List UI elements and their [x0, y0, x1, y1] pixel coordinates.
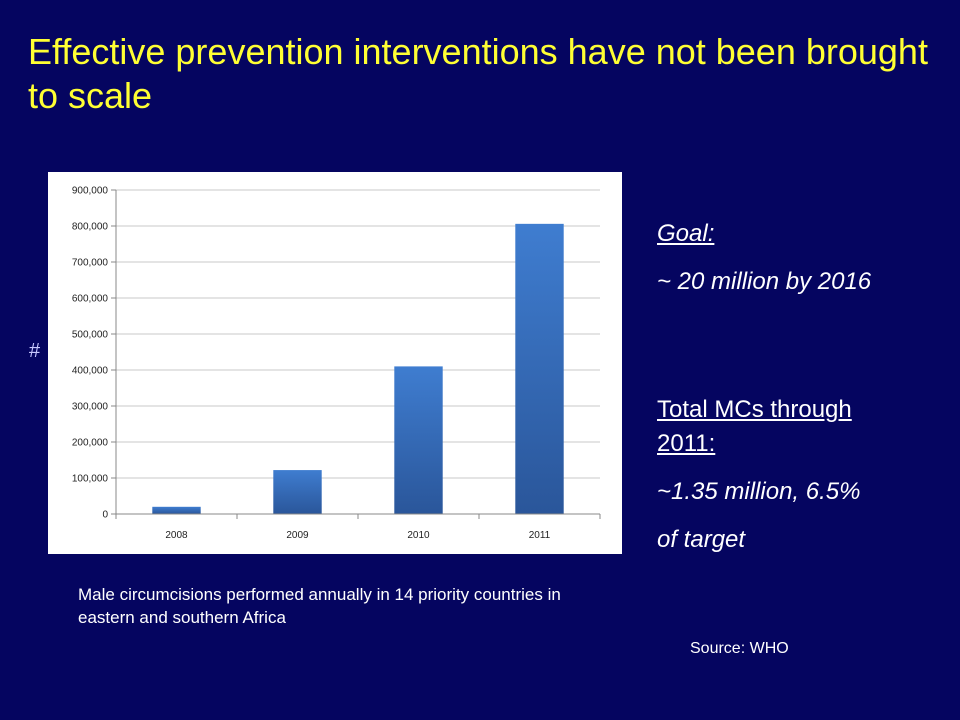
source-note: Source: WHO	[690, 640, 789, 657]
goal-value: ~ 20 million by 2016	[657, 268, 872, 295]
total-value-line1: ~1.35 million, 6.5%	[657, 478, 861, 505]
y-tick-label: 500,000	[72, 330, 109, 341]
total-value-line2: of target	[657, 526, 746, 553]
bar-2011	[515, 223, 564, 514]
goal-block: Goal: ~ 20 million by 2016	[657, 220, 947, 296]
y-tick-label: 800,000	[72, 222, 109, 233]
total-heading-line1: Total MCs through	[657, 396, 852, 423]
y-tick-label: 900,000	[72, 186, 109, 197]
axes	[111, 189, 601, 519]
total-heading-line2: 2011:	[657, 430, 716, 457]
x-tick-label: 2010	[407, 530, 430, 541]
slide-title: Effective prevention interventions have …	[28, 31, 928, 116]
bar-chart: 0 100,000 200,000 300,000 400,000 500,000 600,…	[48, 172, 622, 554]
bar-2010	[394, 366, 443, 514]
y-tick-label: 400,000	[72, 366, 109, 377]
bar-chart-svg: 0 100,000 200,000 300,000 400,000 500,000 600,…	[72, 186, 601, 541]
x-tick-label: 2009	[286, 530, 309, 541]
y-tick-labels: 0 100,000 200,000 300,000 400,000 500,000 600,…	[72, 186, 109, 521]
bar-2009	[273, 470, 322, 514]
bar-2008	[152, 506, 201, 514]
y-tick-label: 100,000	[72, 474, 109, 485]
chart-caption: Male circumcisions performed annually in…	[78, 585, 561, 627]
total-block: Total MCs through 2011: ~1.35 million, 6…	[657, 396, 947, 554]
y-tick-label: 0	[102, 510, 108, 521]
x-tick-labels: 2008 2009 2010 2011	[165, 530, 550, 541]
x-tick-label: 2011	[529, 530, 551, 541]
hash-symbol: #	[29, 340, 41, 362]
y-tick-label: 200,000	[72, 438, 109, 449]
bars	[152, 223, 564, 514]
y-tick-label: 700,000	[72, 258, 109, 269]
x-tick-label: 2008	[165, 530, 188, 541]
goal-heading: Goal:	[657, 220, 715, 247]
gridlines	[116, 189, 600, 479]
y-tick-label: 600,000	[72, 294, 109, 305]
y-tick-label: 300,000	[72, 402, 109, 413]
